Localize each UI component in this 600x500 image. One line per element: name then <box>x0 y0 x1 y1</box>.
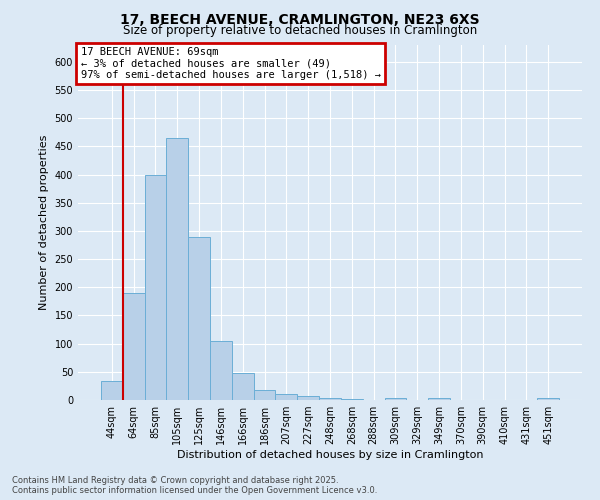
Bar <box>145 174 166 400</box>
Bar <box>232 373 254 400</box>
Text: 17 BEECH AVENUE: 69sqm
← 3% of detached houses are smaller (49)
97% of semi-deta: 17 BEECH AVENUE: 69sqm ← 3% of detached … <box>80 47 380 80</box>
Text: Size of property relative to detached houses in Cramlington: Size of property relative to detached ho… <box>123 24 477 37</box>
Bar <box>385 398 406 400</box>
Bar <box>166 138 188 400</box>
Bar <box>275 394 297 400</box>
Text: Contains HM Land Registry data © Crown copyright and database right 2025.
Contai: Contains HM Land Registry data © Crown c… <box>12 476 377 495</box>
Bar <box>123 293 145 400</box>
Y-axis label: Number of detached properties: Number of detached properties <box>39 135 49 310</box>
Bar <box>210 341 232 400</box>
Bar <box>297 396 319 400</box>
X-axis label: Distribution of detached houses by size in Cramlington: Distribution of detached houses by size … <box>177 450 483 460</box>
Bar <box>188 236 210 400</box>
Bar <box>319 398 341 400</box>
Bar <box>428 398 450 400</box>
Bar <box>254 390 275 400</box>
Bar <box>537 398 559 400</box>
Bar <box>101 382 123 400</box>
Text: 17, BEECH AVENUE, CRAMLINGTON, NE23 6XS: 17, BEECH AVENUE, CRAMLINGTON, NE23 6XS <box>120 12 480 26</box>
